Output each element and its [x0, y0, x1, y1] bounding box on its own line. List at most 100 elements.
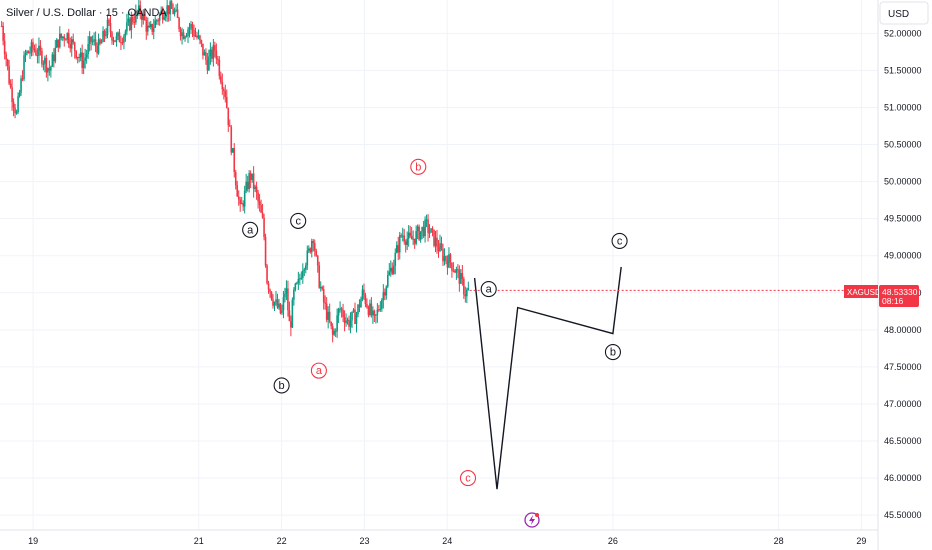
- candle-body: [251, 173, 253, 180]
- time-axis[interactable]: 19 21 22 23 24 26 28 29: [28, 536, 866, 546]
- candle-body: [354, 309, 356, 324]
- candle-body: [211, 49, 213, 59]
- wave-label-c: c: [611, 232, 628, 249]
- candle-body: [136, 10, 139, 13]
- candle-body: [38, 45, 40, 56]
- candle-body: [382, 292, 385, 300]
- candle-body: [293, 289, 295, 300]
- candle-body: [233, 148, 236, 173]
- candle-body: [48, 68, 51, 71]
- lightning-icon[interactable]: [524, 512, 540, 528]
- candle-body: [448, 254, 450, 268]
- wave-label-a: a: [480, 281, 497, 298]
- candle-body: [208, 56, 210, 71]
- candle-body: [67, 33, 70, 45]
- candle-body: [415, 231, 417, 244]
- candle-body: [300, 277, 303, 279]
- candle-body: [114, 40, 116, 42]
- candle-body: [315, 250, 318, 256]
- candle-body: [39, 45, 42, 51]
- candle-body: [284, 293, 286, 298]
- candle-body: [319, 287, 322, 289]
- currency-button[interactable]: USD: [879, 1, 929, 25]
- candle-body: [218, 60, 221, 77]
- candle-body: [199, 35, 201, 41]
- candle-body: [47, 68, 49, 73]
- candle-body: [15, 112, 18, 114]
- candle-body: [348, 319, 350, 327]
- candle-body: [161, 10, 164, 20]
- candle-body: [384, 292, 386, 296]
- candle-body: [23, 55, 25, 80]
- candle-body: [313, 243, 316, 251]
- candle-body: [451, 262, 453, 271]
- currency-button-label[interactable]: USD: [888, 9, 909, 20]
- candle-body: [163, 17, 165, 20]
- candles: [0, 0, 470, 343]
- candle-body: [99, 39, 101, 44]
- y-tick-label: 51.50000: [884, 65, 922, 75]
- bar-countdown: 08:16: [882, 296, 904, 306]
- candle-body: [181, 32, 183, 37]
- wave-label-text: b: [279, 380, 285, 392]
- candle-body: [260, 204, 262, 213]
- candle-body: [220, 76, 222, 83]
- wave-label-text: c: [617, 235, 623, 247]
- candle-body: [60, 33, 63, 38]
- candle-body: [209, 49, 212, 57]
- candle-body: [325, 303, 328, 320]
- candle-body: [84, 57, 86, 61]
- candle-body: [36, 54, 39, 56]
- candle-body: [264, 236, 267, 266]
- candle-body: [166, 5, 168, 15]
- candle-body: [237, 196, 240, 200]
- candle-body: [246, 181, 249, 190]
- candle-body: [279, 303, 282, 314]
- candle-body: [336, 315, 338, 332]
- candle-body: [245, 181, 247, 191]
- candle-body: [339, 308, 341, 310]
- candle-body: [97, 39, 100, 54]
- candle-body: [434, 237, 437, 246]
- wave-label-a: a: [242, 221, 259, 238]
- grid: [0, 0, 878, 530]
- candle-body: [11, 87, 13, 103]
- candle-body: [103, 30, 106, 37]
- candle-body: [261, 212, 264, 218]
- candle-body: [424, 219, 426, 237]
- wave-label-text: a: [316, 365, 323, 377]
- candle-body: [157, 20, 160, 22]
- candle-body: [205, 52, 207, 60]
- candle-body: [196, 35, 198, 38]
- candle-body: [302, 270, 304, 278]
- candle-body: [30, 42, 33, 53]
- candle-body: [369, 303, 371, 315]
- candle-body: [215, 50, 218, 59]
- candle-body: [17, 96, 19, 113]
- candle-body: [176, 9, 179, 18]
- current-price: 48.53330: [882, 287, 918, 297]
- candle-body: [61, 36, 64, 38]
- candle-body: [273, 302, 276, 306]
- candle-body: [9, 83, 12, 88]
- notification-dot: [535, 513, 539, 517]
- candle-body: [248, 173, 250, 190]
- candle-body: [90, 36, 92, 42]
- candle-body: [366, 303, 368, 308]
- candle-body: [439, 243, 441, 252]
- candle-body: [455, 269, 458, 273]
- candle-body: [108, 19, 110, 23]
- wave-labels: a c b a b c a b c: [242, 158, 628, 487]
- candle-body: [445, 256, 447, 261]
- candle-body: [331, 326, 334, 335]
- y-tick-label: 47.50000: [884, 362, 922, 372]
- candle-body: [164, 14, 167, 18]
- candle-body: [263, 217, 265, 237]
- candle-body: [75, 50, 78, 58]
- wave-label-c: c: [290, 212, 307, 229]
- candle-body: [225, 96, 228, 108]
- candle-body: [221, 82, 224, 90]
- candle-body: [160, 10, 162, 15]
- candle-body: [54, 47, 57, 62]
